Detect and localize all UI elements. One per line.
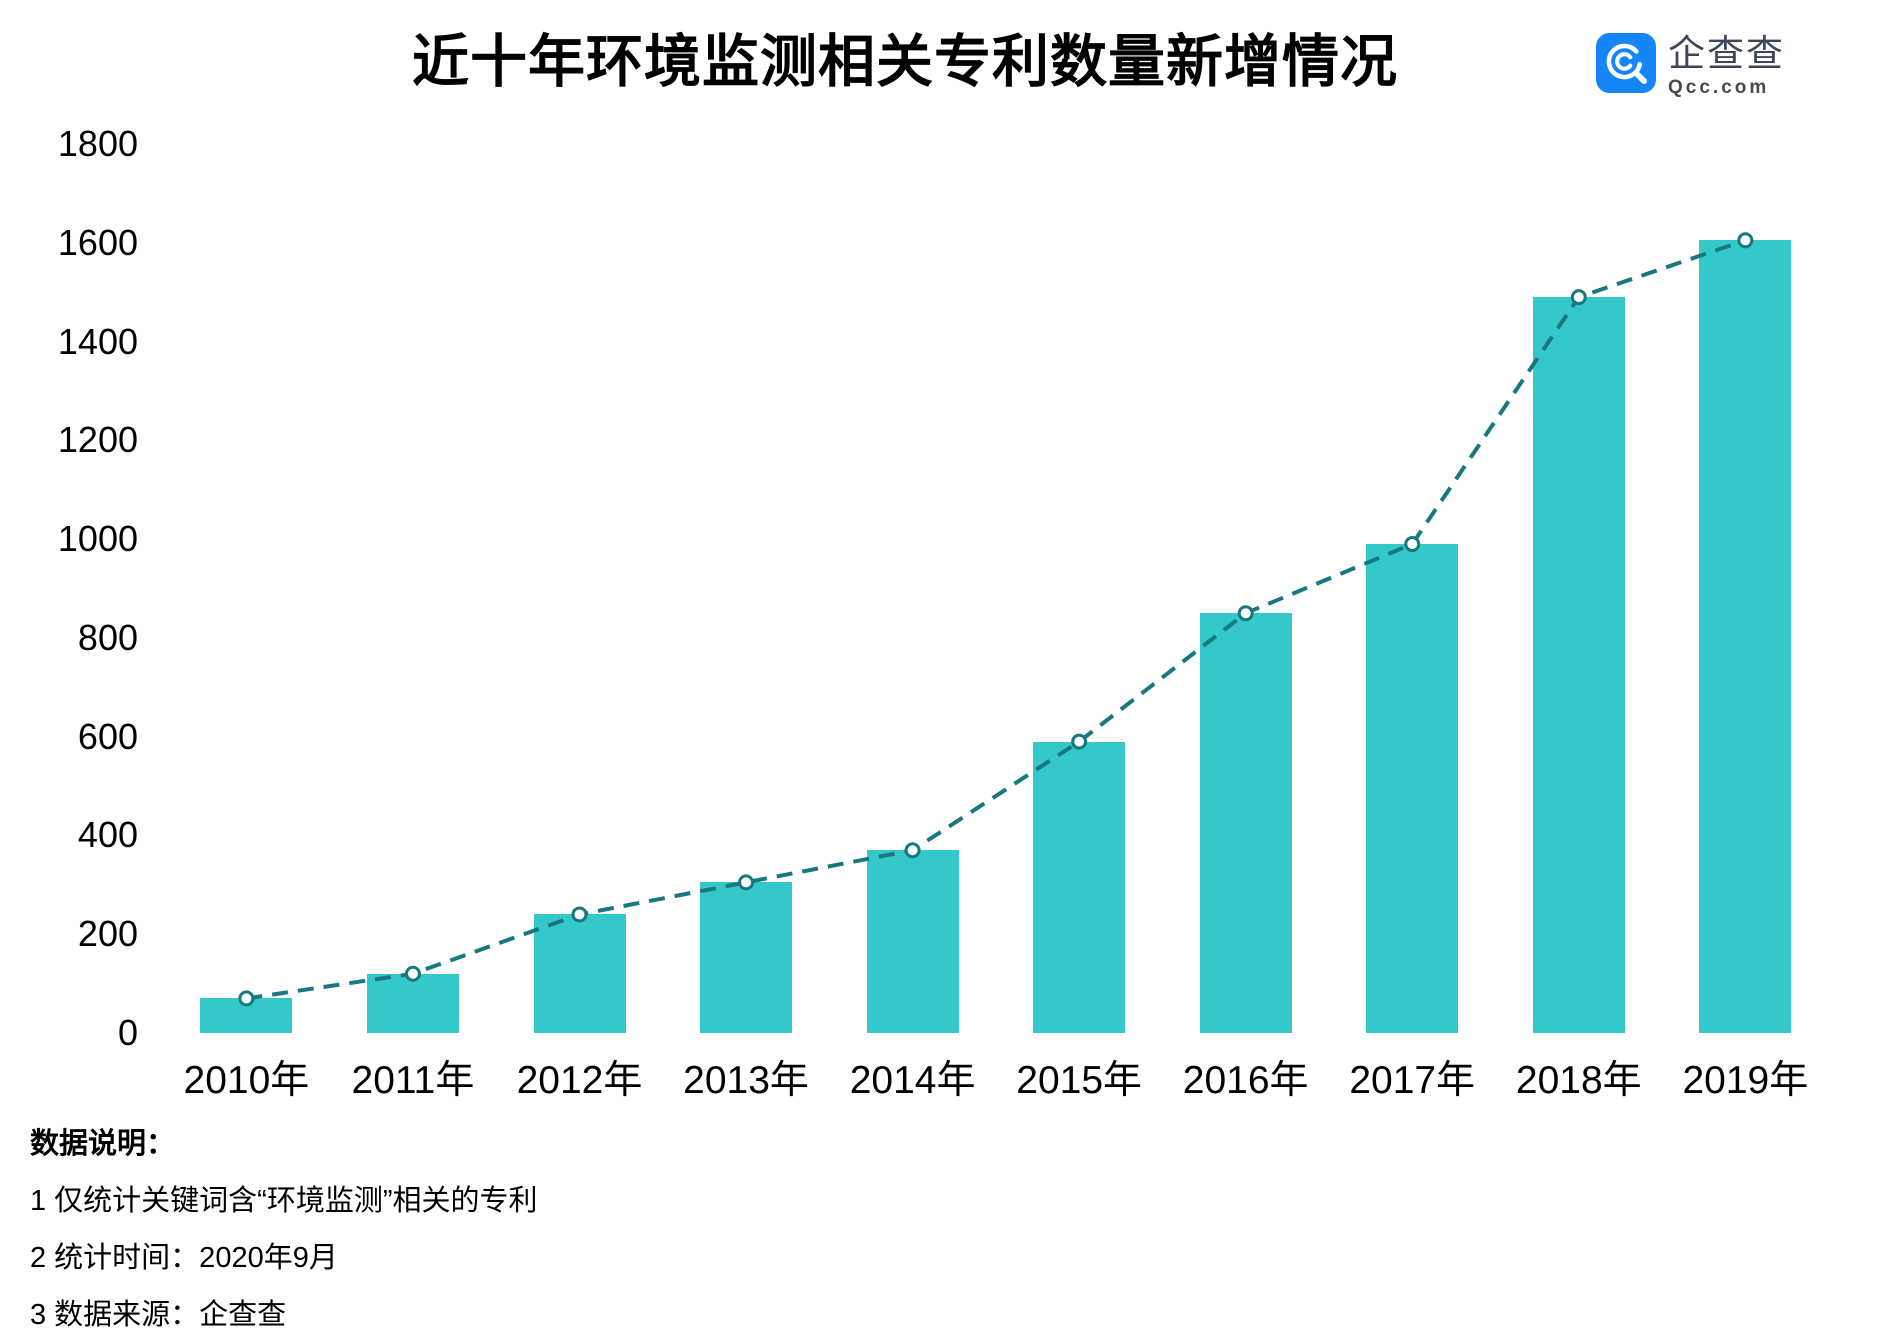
note-line: 3 数据来源：企查查 — [30, 1299, 287, 1331]
inner-c — [1615, 52, 1633, 71]
bar-2012年 — [533, 914, 626, 1033]
y-tick-label: 1800 — [57, 123, 138, 164]
y-tick-label: 1400 — [57, 320, 138, 362]
y-tick-label: 200 — [77, 913, 138, 955]
bar-2011年 — [366, 973, 459, 1033]
x-tick-label: 2012年 — [516, 1059, 643, 1102]
x-tick-label: 2011年 — [351, 1059, 475, 1102]
bar-2018年 — [1532, 297, 1625, 1033]
notes-heading: 数据说明： — [30, 1128, 176, 1160]
y-tick-label: 1600 — [57, 221, 138, 263]
logo-domain: Qcc.com — [1668, 77, 1770, 98]
bar-2013年 — [700, 882, 793, 1033]
x-tick-label: 2019年 — [1682, 1059, 1809, 1102]
note-line: 1 仅统计关键词含“环境监测”相关的专利 — [30, 1185, 538, 1217]
qcc-logo-icon — [1596, 33, 1656, 93]
x-tick-label: 2016年 — [1182, 1059, 1309, 1102]
y-tick-label: 800 — [77, 616, 138, 658]
y-tick-label: 0 — [117, 1012, 138, 1053]
x-tick-label: 2015年 — [1016, 1059, 1143, 1102]
chart-title: 近十年环境监测相关专利数量新增情况 — [412, 30, 1398, 94]
data-notes: 数据说明： 1 仅统计关键词含“环境监测”相关的专利 2 统计时间：2020年9… — [30, 1116, 538, 1344]
trend-line — [246, 238, 1746, 1001]
logo-text: 企查查 Qcc.com — [1668, 33, 1785, 99]
x-tick-label: 2013年 — [683, 1059, 809, 1102]
magnifier-ring — [1606, 43, 1643, 80]
y-tick-label: 600 — [77, 715, 138, 757]
bar-2015年 — [1033, 741, 1126, 1033]
bar-2017年 — [1366, 544, 1459, 1033]
bar-2014年 — [866, 850, 959, 1033]
qcc-logo: 企查查 Qcc.com — [1596, 33, 1785, 99]
note-line: 2 统计时间：2020年9月 — [30, 1242, 338, 1274]
bar-2010年 — [200, 998, 293, 1033]
x-tick-label: 2018年 — [1515, 1059, 1642, 1102]
y-tick-label: 1200 — [57, 419, 138, 461]
x-tick-label: 2010年 — [183, 1059, 310, 1102]
y-tick-label: 400 — [77, 814, 138, 856]
x-tick-label: 2017年 — [1349, 1059, 1476, 1102]
magnifier-handle — [1634, 71, 1647, 84]
bar-2019年 — [1699, 240, 1792, 1033]
bar-2016年 — [1199, 613, 1292, 1033]
logo-name: 企查查 — [1668, 33, 1785, 74]
y-tick-label: 1000 — [57, 518, 138, 560]
logo-background — [1596, 33, 1656, 93]
x-tick-label: 2014年 — [849, 1059, 976, 1102]
